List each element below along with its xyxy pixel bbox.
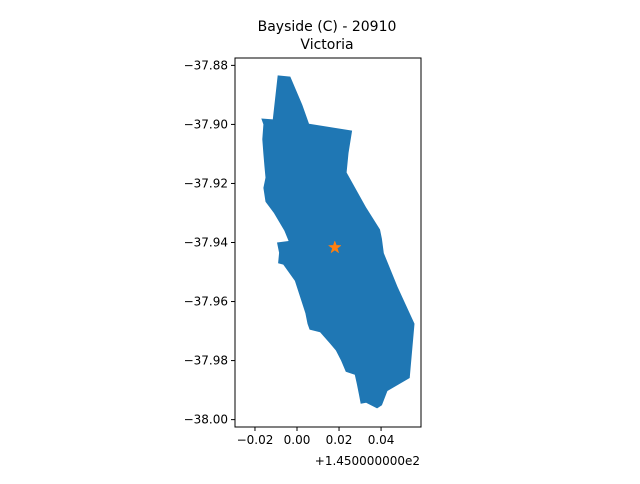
y-tick-label: −37.96	[184, 295, 228, 309]
region-layer	[261, 75, 415, 409]
y-tick-label: −37.98	[184, 354, 228, 368]
x-tick-label: 0.00	[284, 433, 311, 447]
x-axis: −0.02 0.00 0.02 0.04	[237, 427, 395, 447]
y-tick-label: −37.92	[184, 176, 228, 190]
region-polygon	[261, 75, 415, 409]
y-tick-label: −37.88	[184, 58, 228, 72]
y-axis: −37.88 −37.90 −37.92 −37.94 −37.96 −37.98 −38.…	[184, 58, 235, 427]
x-tick-label: 0.04	[368, 433, 395, 447]
map-title: Bayside (C) - 20910	[258, 19, 397, 35]
x-tick-label: −0.02	[237, 433, 274, 447]
map-subtitle: Victoria	[300, 37, 353, 53]
centroid-star-marker	[327, 240, 342, 254]
y-tick-label: −37.90	[184, 117, 228, 131]
y-tick-label: −37.94	[184, 236, 228, 250]
marker-layer	[327, 240, 342, 254]
y-tick-label: −38.00	[184, 413, 228, 427]
x-tick-label: 0.02	[326, 433, 353, 447]
x-offset-label: +1.450000000e2	[315, 454, 420, 468]
